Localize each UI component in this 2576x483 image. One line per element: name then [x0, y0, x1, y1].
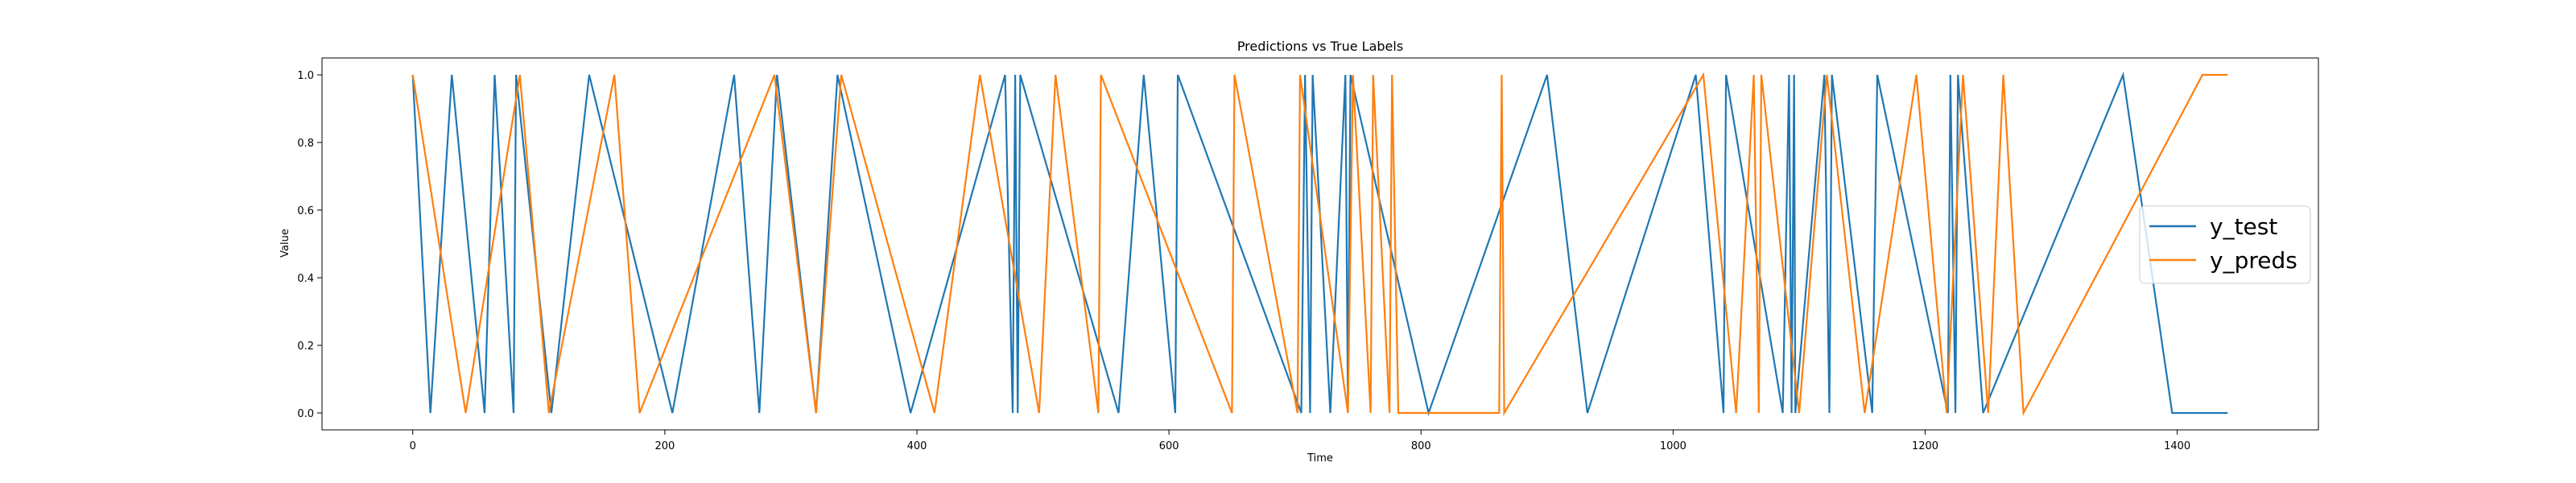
legend-label-y-test: y_test	[2210, 213, 2277, 240]
x-tick-label: 0	[410, 440, 416, 452]
legend-label-y-preds: y_preds	[2210, 247, 2297, 274]
plot-frame	[321, 57, 2319, 431]
series-layer	[411, 71, 2228, 416]
legend: y_test y_preds	[2139, 205, 2311, 284]
x-axis-label: Time	[1307, 452, 1333, 464]
y-tick-label: 0.6	[297, 205, 314, 217]
x-tick-label: 1000	[1660, 440, 1686, 452]
plot-area	[321, 57, 2319, 431]
series-line-y-preds	[411, 72, 2228, 416]
x-tick-label: 800	[1411, 440, 1431, 452]
y-tick-label: 0.4	[297, 273, 314, 285]
x-tick-label: 600	[1159, 440, 1179, 452]
series-line-y-test	[411, 71, 2228, 416]
y-tick-label: 0.8	[297, 138, 314, 150]
chart-title: Predictions vs True Labels	[1237, 39, 1403, 54]
y-tick-label: 0.2	[297, 341, 314, 353]
y-axis-label: Value	[279, 229, 291, 258]
x-axis: 0 200 400 600 800 1000 1200 1400	[410, 430, 2190, 452]
y-tick-label: 0.0	[297, 408, 314, 420]
x-tick-label: 200	[654, 440, 675, 452]
y-tick-label: 1.0	[297, 70, 314, 82]
x-tick-label: 400	[907, 440, 927, 452]
x-tick-label: 1400	[2164, 440, 2190, 452]
y-axis: 0.0 0.2 0.4 0.6 0.8 1.0	[297, 70, 322, 420]
x-tick-label: 1200	[1912, 440, 1938, 452]
